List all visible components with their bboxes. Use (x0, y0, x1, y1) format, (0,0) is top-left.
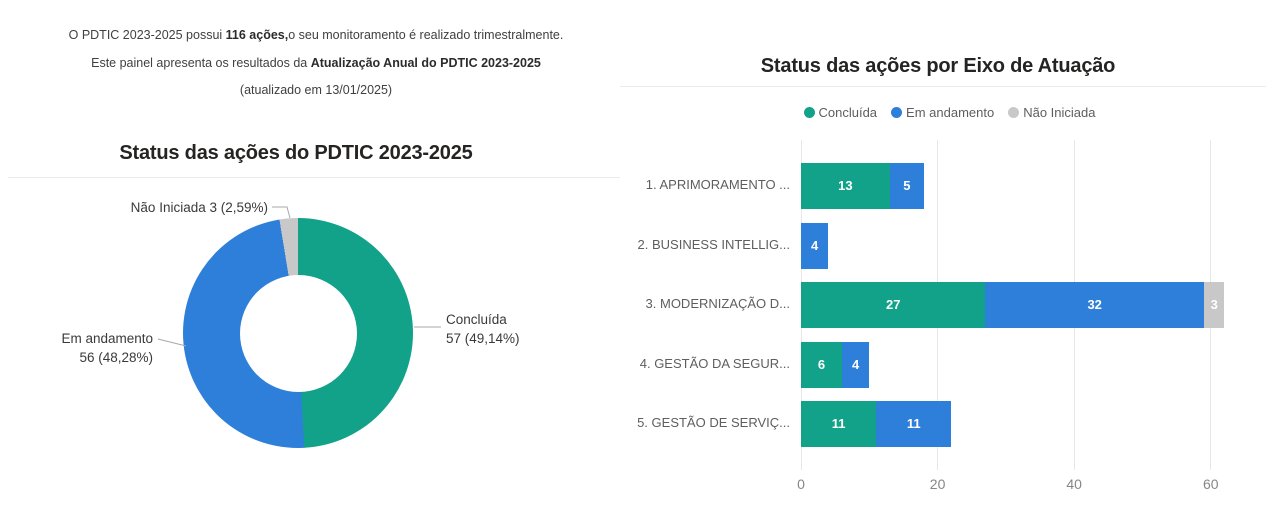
right-title-divider (620, 86, 1266, 87)
category-label: 4. GESTÃO DA SEGUR... (639, 355, 790, 371)
bar-value-label: 32 (1087, 297, 1102, 313)
bar-value-label: 4 (811, 237, 819, 253)
legend-item-concluída[interactable]: Concluída (803, 104, 878, 120)
bar-value-label: 5 (903, 178, 911, 193)
donut-label-nao-iniciada-text: Não Iniciada 3 (2,59%) (130, 200, 268, 215)
bar-segment-concluída[interactable]: 27 (801, 282, 986, 329)
donut-leader-lines (157, 206, 441, 347)
bar-chart-title: Status das ações por Eixo de Atuação (760, 55, 1116, 77)
donut-label-em-andamento-name: Em andamento (61, 331, 153, 346)
intro-text-regular: o seu monitoramento é realizado trimestr… (288, 28, 564, 42)
bar-value-label: 6 (817, 356, 826, 372)
legend-dot-icon (1008, 106, 1020, 118)
x-axis-tick-label: 20 (929, 476, 946, 492)
bar-value-label: 11 (906, 416, 921, 432)
x-axis-tick-label: 40 (1066, 476, 1082, 492)
category-label: 2. BUSINESS INTELLIG... (637, 236, 790, 252)
bar-segment-em-andamento[interactable]: 4 (841, 341, 870, 388)
legend-dot-icon (891, 106, 903, 118)
legend-label: Não Iniciada (1023, 104, 1096, 120)
bar-segment-em-andamento[interactable]: 4 (801, 222, 829, 269)
donut-hole (239, 274, 357, 392)
donut-label-em-andamento: Em andamento 56 (48,28%) (6, 329, 153, 367)
legend-dot-icon (803, 106, 815, 118)
intro-text-regular: (atualizado em 13/01/2025) (239, 83, 393, 97)
legend-item-em-andamento[interactable]: Em andamento (891, 105, 994, 120)
intro-text-bold: 116 ações, (225, 28, 289, 42)
x-axis-tick-label: 0 (797, 476, 805, 492)
bar-chart-legend: Concluída Em andamento Não Iniciada (633, 102, 1266, 122)
bar-value-label: 11 (831, 416, 846, 432)
intro-line: O PDTIC 2023-2025 possui 116 ações,o seu… (20, 22, 612, 50)
bar-segment-em-andamento[interactable]: 32 (985, 282, 1204, 329)
bar-segment-em-andamento[interactable]: 11 (876, 401, 952, 448)
intro-line: Este painel apresenta os resultados da A… (20, 50, 612, 78)
donut-label-concluida: Concluída 57 (49,14%) (446, 310, 596, 348)
donut-label-concluida-value: 57 (49,14%) (446, 331, 520, 346)
donut-label-concluida-name: Concluída (446, 312, 507, 327)
category-label: 1. APRIMORAMENTO ... (645, 177, 790, 192)
bar-value-label: 4 (852, 356, 860, 372)
intro-text-regular: O PDTIC 2023-2025 possui (68, 28, 226, 42)
legend-label: Concluída (818, 104, 878, 120)
left-title-divider (8, 177, 620, 178)
category-label: 3. MODERNIZAÇÃO D... (645, 296, 790, 312)
category-label: 5. GESTÃO DE SERVIÇ... (637, 415, 790, 431)
donut-label-nao-iniciada: Não Iniciada 3 (2,59%) (60, 198, 268, 217)
bar-segment-concluída[interactable]: 6 (801, 341, 842, 388)
bar-segment-não-iniciada[interactable]: 3 (1203, 282, 1225, 329)
intro-text: O PDTIC 2023-2025 possui 116 ações,o seu… (20, 22, 612, 105)
intro-text-bold: Atualização Anual do PDTIC 2023-2025 (310, 55, 541, 70)
legend-item-não-iniciada[interactable]: Não Iniciada (1008, 104, 1096, 120)
bar-value-label: 13 (838, 178, 853, 193)
bar-value-label: 27 (885, 297, 901, 313)
donut-chart-title: Status das ações do PDTIC 2023-2025 (119, 142, 473, 164)
legend-label: Em andamento (906, 104, 995, 120)
bar-segment-concluída[interactable]: 13 (801, 163, 890, 209)
bar-value-label: 3 (1210, 297, 1218, 313)
x-axis-tick-label: 60 (1203, 476, 1219, 492)
intro-line: (atualizado em 13/01/2025) (20, 77, 612, 105)
donut-label-em-andamento-value: 56 (48,28%) (79, 350, 153, 365)
bar-segment-concluída[interactable]: 11 (801, 401, 877, 448)
bar-segment-em-andamento[interactable]: 5 (889, 163, 924, 209)
intro-text-regular: Este painel apresenta os resultados da (91, 55, 311, 70)
